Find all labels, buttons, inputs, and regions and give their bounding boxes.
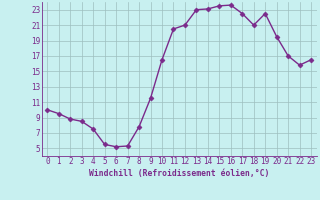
X-axis label: Windchill (Refroidissement éolien,°C): Windchill (Refroidissement éolien,°C) [89, 169, 269, 178]
